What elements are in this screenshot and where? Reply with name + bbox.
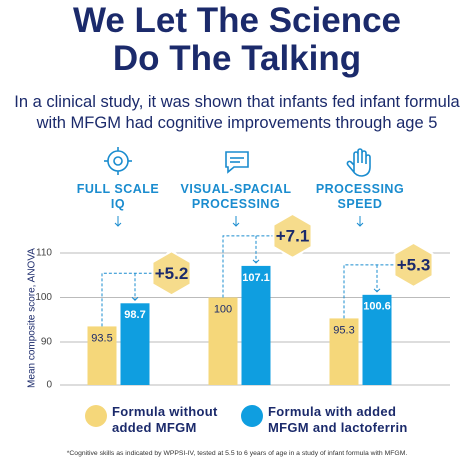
legend-swatch [241, 405, 263, 427]
connector-arrow [131, 296, 139, 301]
value-label: 98.7 [124, 309, 145, 321]
difference-label: +5.3 [397, 255, 431, 274]
difference-label: +5.2 [155, 264, 189, 283]
category-label: FULL SCALE IQ [76, 182, 160, 211]
difference-label: +7.1 [276, 226, 310, 245]
legend-swatch [85, 405, 107, 427]
y-tick-label: 0 [46, 380, 52, 391]
subtitle: In a clinical study, it was shown that i… [0, 92, 474, 134]
legend-label: Formula with added MFGM and lactoferrin [268, 404, 408, 435]
y-axis-label: Mean composite score, ANOVA [27, 248, 38, 388]
subtitle-line: In a clinical study, it was shown that i… [14, 93, 460, 111]
bar [241, 265, 271, 385]
value-label: 95.3 [333, 324, 354, 336]
legend-label: Formula without added MFGM [112, 404, 218, 435]
down-arrows [114, 216, 364, 227]
value-label: 93.5 [91, 332, 112, 344]
y-tick-label: 110 [36, 248, 52, 259]
value-label: 100.6 [363, 301, 391, 313]
connector-arrow [252, 259, 260, 264]
title: We Let The Science Do The Talking [0, 2, 474, 78]
bar [208, 297, 238, 385]
category-label: VISUAL-SPACIAL PROCESSING [180, 182, 292, 211]
value-label: 100 [214, 303, 232, 315]
bar [362, 294, 392, 385]
y-tick-label: 100 [35, 292, 52, 303]
category-label: PROCESSING SPEED [315, 182, 405, 211]
brain-icon [104, 147, 132, 175]
y-tick-label: 90 [41, 337, 53, 348]
chat-icon [225, 151, 249, 174]
bar [120, 303, 150, 385]
difference-badge [272, 212, 313, 260]
footnote: *Cognitive skills as indicated by WPPSI-… [66, 450, 408, 457]
hand-icon [346, 148, 371, 177]
connector-arrow [373, 288, 381, 293]
title-line: Do The Talking [112, 39, 362, 78]
difference-badge [151, 250, 192, 297]
bar [87, 326, 117, 385]
value-label: 107.1 [242, 272, 270, 284]
bar [329, 318, 359, 385]
subtitle-line: with MFGM had cognitive improvements thr… [36, 114, 438, 132]
connector [222, 235, 273, 298]
title-line: We Let The Science [72, 1, 402, 40]
difference-badge [393, 241, 434, 288]
